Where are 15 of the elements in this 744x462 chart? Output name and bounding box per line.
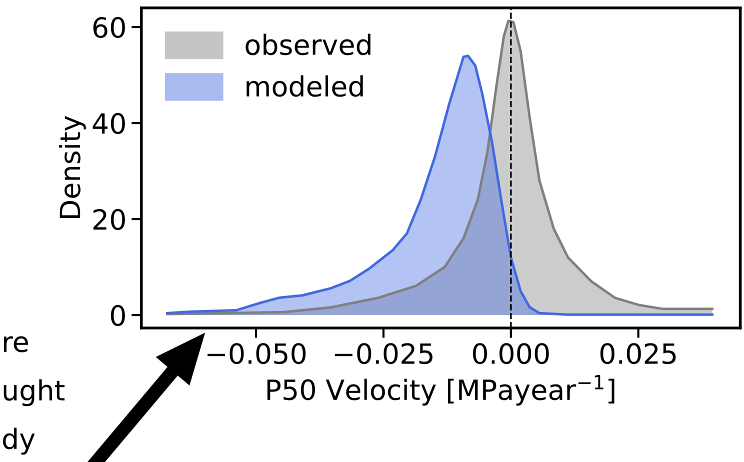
text: re — [4, 336, 28, 352]
text: ught — [4, 379, 65, 406]
x-tick-label: −0.025 — [335, 343, 432, 364]
x-tick-label: 0.000 — [472, 343, 549, 364]
y-tick-label: 20 — [93, 208, 125, 230]
text: dy — [3, 428, 35, 455]
x-tick-label: 0.025 — [600, 343, 676, 364]
y-tick-label: 0 — [110, 304, 125, 326]
legend-label: modeled — [246, 75, 363, 97]
y-axis-title: Density — [58, 116, 86, 218]
y-tick-label: 40 — [92, 112, 125, 134]
x-tick-label: −0.050 — [208, 343, 306, 364]
x-axis-title: P50 Velocity [MPayear$^{−1}$] — [267, 375, 614, 406]
y-tick-label: 60 — [93, 16, 125, 38]
legend-label: observed — [246, 34, 370, 56]
